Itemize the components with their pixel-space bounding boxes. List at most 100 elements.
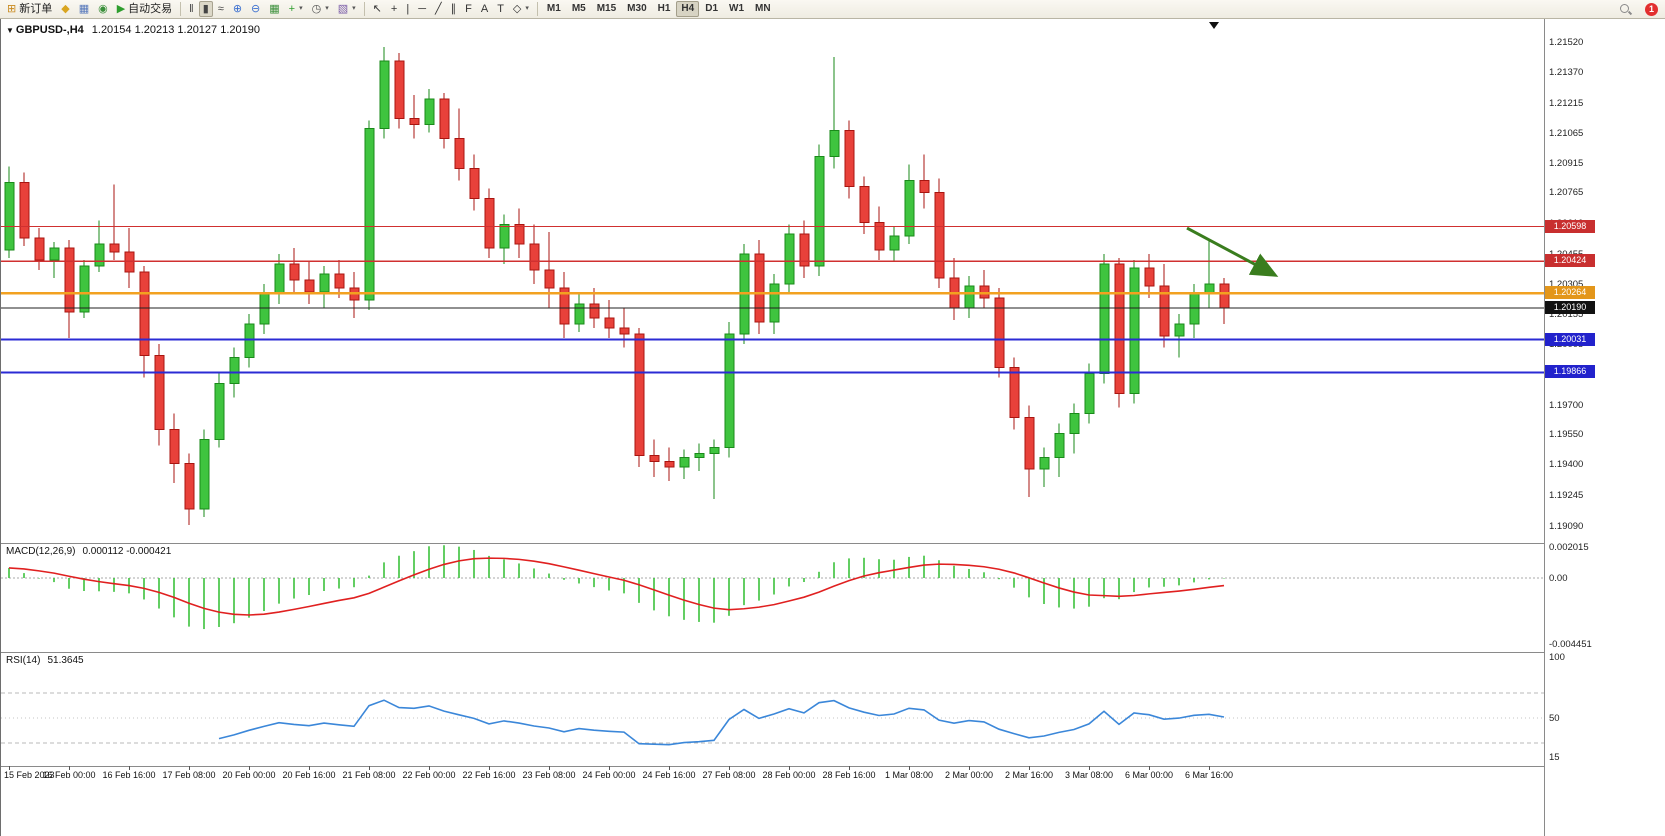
chevron-down-icon: ▾	[325, 5, 329, 12]
price-scale[interactable]: 1.21520 1.21370 1.21215 1.21065 1.20915 1.207…	[1544, 19, 1665, 836]
chart-ohlc-values: 1.20154 1.20213 1.20127 1.20190	[91, 24, 260, 36]
zoom-out-icon: ⊖	[251, 3, 261, 15]
chart-shift-marker[interactable]	[1209, 22, 1219, 29]
time-tick	[729, 766, 730, 770]
candle-body	[964, 285, 975, 309]
time-axis-label: 15 Feb 2023	[4, 770, 55, 780]
candle-body	[364, 128, 375, 301]
timeframe-m1-button[interactable]: M1	[542, 1, 566, 17]
channel-button[interactable]: ∥	[447, 1, 461, 17]
rsi-label: RSI(14)	[6, 655, 41, 666]
market-watch-button[interactable]: ◆	[57, 1, 73, 17]
price-level-badge: 1.20598	[1545, 219, 1595, 233]
candle-body	[889, 235, 900, 251]
timeframe-m15-button[interactable]: M15	[592, 1, 621, 17]
candle-body	[814, 156, 825, 267]
candle-body	[169, 428, 180, 464]
candle-body	[649, 454, 660, 462]
candle-body	[199, 438, 210, 510]
toolbar-separator	[180, 2, 182, 16]
auto-trading-button[interactable]: ▶ 自动交易	[113, 1, 176, 17]
new-order-icon: ⊞	[7, 3, 17, 15]
new-order-button[interactable]: ⊞ 新订单	[3, 1, 56, 17]
time-axis-label: 28 Feb 00:00	[762, 770, 816, 780]
candle-body	[499, 223, 510, 249]
time-axis-label: 24 Feb 00:00	[582, 770, 636, 780]
candle-body	[1159, 285, 1170, 337]
time-tick	[369, 766, 370, 770]
trendline-button[interactable]: ╱	[431, 1, 446, 17]
line-chart-button[interactable]: ≈	[214, 1, 228, 17]
tile-windows-button[interactable]: ▦	[265, 1, 283, 17]
price-tick-label: 1.19245	[1549, 490, 1584, 502]
periods-button[interactable]: ◷ ▾	[308, 1, 333, 17]
vertical-line-button[interactable]: |	[402, 1, 413, 17]
candle-body	[1069, 412, 1080, 434]
candle-body	[274, 263, 285, 295]
candle-body	[154, 355, 165, 430]
rsi-value: 51.3645	[47, 655, 84, 666]
candle-body	[559, 287, 570, 325]
candle-body	[874, 221, 885, 251]
timeframe-m5-button[interactable]: M5	[567, 1, 591, 17]
candle-body	[469, 167, 480, 199]
candle-body	[589, 303, 600, 319]
timeframe-m30-button[interactable]: M30	[622, 1, 651, 17]
label-button[interactable]: T	[493, 1, 508, 17]
time-scale[interactable]: 15 Feb 2023 16 Feb 00:00 16 Feb 16:00 17 Fe…	[1, 766, 1544, 785]
timeframe-w1-button[interactable]: W1	[724, 1, 749, 17]
data-window-button[interactable]: ◉	[94, 1, 112, 17]
timeframe-h4-button[interactable]: H4	[676, 1, 700, 17]
shapes-icon: ◇	[512, 3, 522, 15]
rsi-canvas[interactable]	[1, 653, 1544, 766]
candle-body	[379, 60, 390, 130]
candle-body	[94, 243, 105, 267]
time-axis-label: 3 Mar 08:00	[1064, 770, 1114, 780]
line-chart-icon: ≈	[217, 3, 224, 15]
candle-chart-button[interactable]: ▮	[198, 1, 213, 17]
candle-body	[214, 383, 225, 440]
crosshair-button[interactable]: +	[387, 1, 401, 17]
vertical-line-icon: |	[406, 3, 410, 15]
timeframe-d1-button[interactable]: D1	[700, 1, 723, 17]
zoom-out-button[interactable]: ⊖	[247, 1, 264, 17]
time-tick	[129, 766, 130, 770]
main-toolbar: ⊞ 新订单 ◆ ▦ ◉ ▶ 自动交易 ‖ ▮ ≈ ⊕ ⊖ ▦ + ▾ ◷ ▾ ▧ ▾ ↖ + | ─ ╱ ∥ F A T ◇…	[0, 0, 1665, 19]
time-tick	[969, 766, 970, 770]
candle-body	[694, 452, 705, 458]
time-axis-label: 28 Feb 16:00	[822, 770, 876, 780]
templates-button[interactable]: ▧ ▾	[334, 1, 360, 17]
shapes-button[interactable]: ◇ ▾	[509, 1, 533, 17]
cursor-button[interactable]: ↖	[369, 1, 386, 17]
price-tick-label: 1.19090	[1549, 521, 1584, 532]
panel-separator[interactable]	[1, 543, 1544, 544]
crosshair-icon: +	[390, 3, 398, 15]
indicators-button[interactable]: + ▾	[285, 1, 307, 17]
search-button[interactable]	[1615, 1, 1636, 17]
chart-window-button[interactable]: ▦	[75, 1, 93, 17]
zoom-in-button[interactable]: ⊕	[229, 1, 246, 17]
price-tick-label: 1.21215	[1549, 97, 1584, 109]
candle-body	[769, 283, 780, 323]
chart-collapse-icon[interactable]: ▼	[6, 26, 14, 35]
time-axis-line	[1, 766, 1544, 767]
horizontal-line-button[interactable]: ─	[414, 1, 430, 17]
rsi-line	[218, 699, 1225, 746]
timeframe-mn-button[interactable]: MN	[750, 1, 776, 17]
time-axis-label: 23 Feb 08:00	[522, 770, 576, 780]
notification-badge[interactable]: 1	[1645, 2, 1658, 16]
trend-arrow-annotation[interactable]	[1186, 226, 1279, 277]
bar-chart-button[interactable]: ‖	[185, 1, 198, 17]
candle-body	[484, 197, 495, 249]
tile-windows-icon: ▦	[269, 3, 280, 15]
timeframe-h1-button[interactable]: H1	[653, 1, 676, 17]
bar-chart-icon: ‖	[189, 3, 194, 15]
panel-separator[interactable]	[1, 652, 1544, 653]
fibonacci-button[interactable]: F	[461, 1, 476, 17]
macd-canvas[interactable]	[1, 544, 1544, 652]
candle-body	[859, 185, 870, 223]
text-button[interactable]: A	[477, 1, 492, 17]
chart-symbol-title: GBPUSD-,H4	[15, 24, 84, 36]
price-chart-canvas[interactable]	[1, 23, 1544, 543]
time-tick	[1149, 766, 1150, 770]
